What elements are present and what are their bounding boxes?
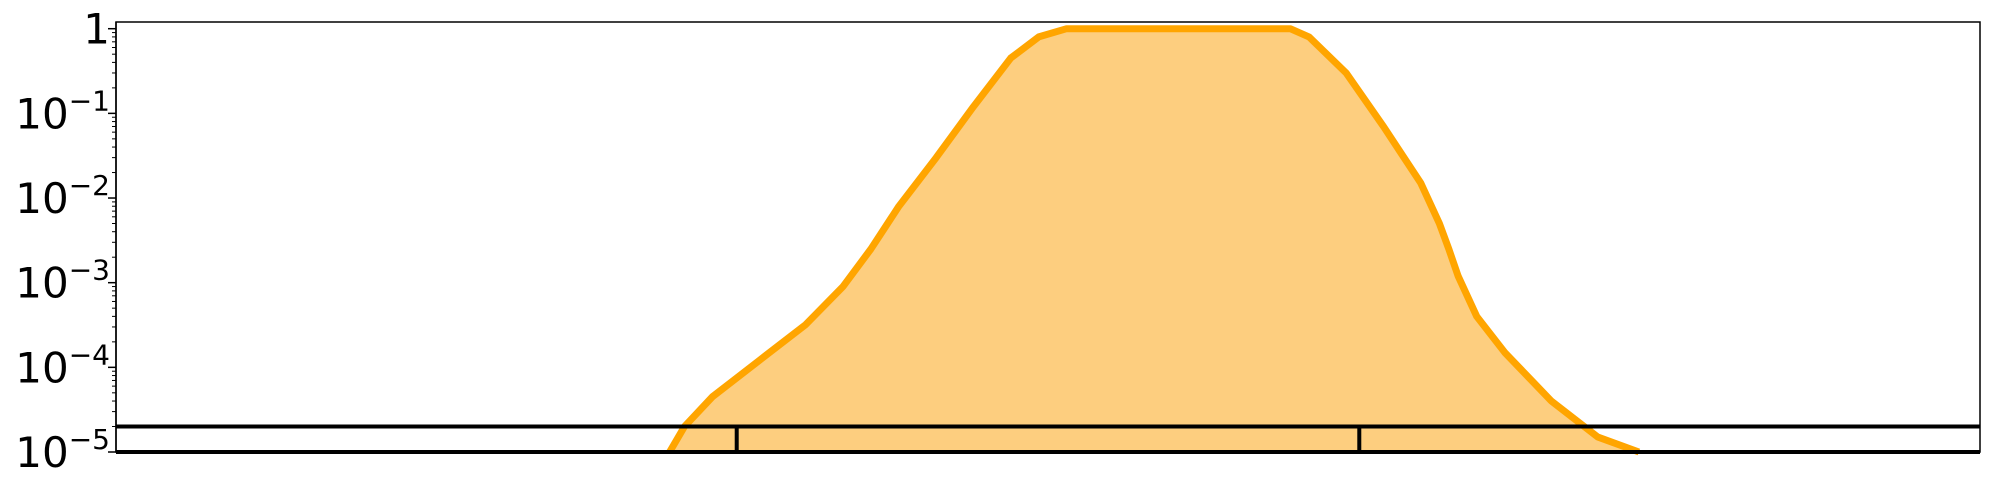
y-tick-label: 10−1	[15, 84, 110, 138]
y-tick-label: 10−5	[15, 423, 110, 477]
series-line	[666, 25, 1641, 456]
y-axis: 1 10−1 10−2 10−3 10−4 10−5	[15, 5, 117, 477]
area-fill	[669, 28, 1639, 452]
y-tick-label: 10−3	[15, 254, 110, 308]
y-tick-label: 10−2	[15, 169, 110, 223]
y-tick-label: 1	[83, 5, 110, 54]
y-tick-labels: 1 10−1 10−2 10−3 10−4 10−5	[15, 5, 110, 477]
markers	[734, 426, 1362, 452]
plot-area	[115, 21, 1981, 456]
y-minor-ticks	[112, 32, 116, 428]
y-tick-label: 10−4	[15, 338, 110, 392]
y-ticks	[108, 27, 116, 453]
